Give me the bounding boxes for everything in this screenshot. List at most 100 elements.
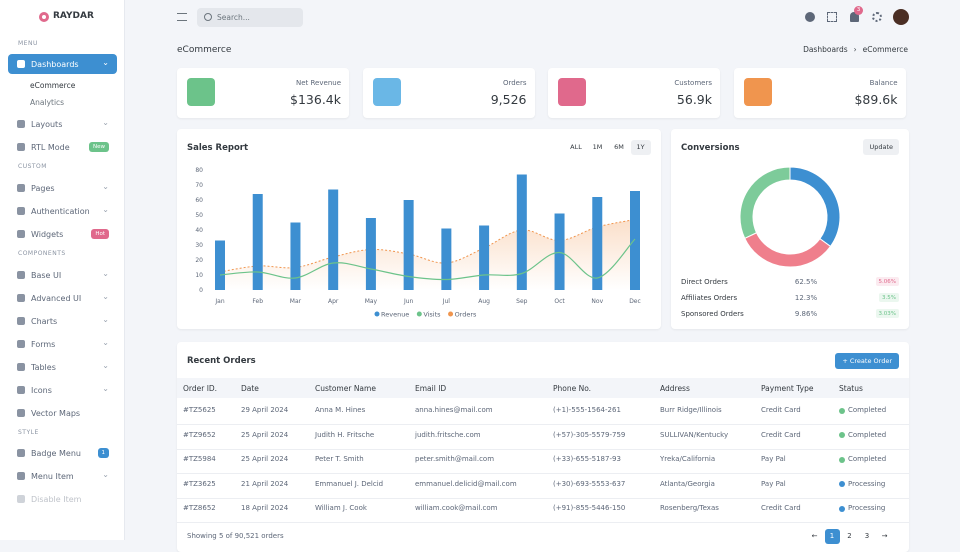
x-tick-label: Mar [290, 298, 302, 305]
menu-item[interactable]: Forms ⌄ [8, 334, 117, 354]
page-button[interactable]: ← [811, 532, 818, 540]
status-dot [839, 432, 845, 438]
menu-icon [17, 340, 25, 348]
stat-icon [187, 78, 215, 106]
menu-label: Icons [31, 385, 52, 395]
legend-marker [416, 311, 422, 317]
x-tick-label: Dec [629, 298, 641, 305]
table-cell: 18 April 2024 [241, 504, 289, 512]
status: Processing [848, 504, 886, 512]
table-cell: SULLIVAN/Kentucky [660, 430, 729, 439]
menu-icon [17, 230, 25, 238]
search-box[interactable]: Search... [197, 8, 303, 27]
menu-toggle[interactable] [177, 13, 187, 21]
row-divider [177, 448, 909, 450]
menu-item[interactable]: Widgets Hot [8, 224, 117, 244]
avatar[interactable] [893, 9, 909, 25]
menu-item[interactable]: Icons ⌄ [8, 380, 117, 400]
conversion-value: 12.3% [794, 294, 818, 302]
page-button[interactable]: 1 [824, 529, 840, 544]
range-button[interactable]: ALL [570, 143, 582, 151]
menu-icon [17, 409, 25, 417]
submenu-item[interactable]: Analytics [30, 98, 65, 107]
settings[interactable] [872, 12, 882, 22]
menu-item[interactable]: Dashboards ⌄ [8, 54, 117, 74]
theme-toggle[interactable] [805, 12, 815, 22]
section-label: MENU [18, 40, 38, 47]
menu-label: RTL Mode [31, 142, 70, 152]
x-tick-label: Jan [214, 298, 224, 305]
bar [290, 222, 301, 290]
menu-item[interactable]: Layouts ⌄ [8, 114, 117, 134]
table-cell: Pay Pal [761, 455, 786, 463]
menu-label: Advanced UI [31, 293, 82, 303]
sales-card: Sales Report ALL 1M 6M 1Y 0 10 20 30 40 50 60 70 80 J… [177, 129, 661, 329]
menu-icon [17, 472, 25, 480]
conversion-name: Direct Orders [681, 278, 728, 286]
menu-label: Vector Maps [31, 408, 81, 418]
status: Processing [848, 479, 886, 488]
table-cell: anna.hines@mail.com [415, 406, 493, 414]
fullscreen[interactable] [827, 12, 837, 22]
range-button[interactable]: 6M [614, 143, 624, 151]
page-button[interactable]: 2 [847, 532, 852, 540]
stat-card: Net Revenue $136.4k [177, 68, 349, 118]
conversion-value: 9.86% [794, 310, 818, 318]
menu-item[interactable]: Base UI ⌄ [8, 265, 117, 285]
status: Completed [848, 455, 887, 463]
menu-item[interactable]: Advanced UI ⌄ [8, 288, 117, 308]
y-tick-label: 40 [195, 227, 203, 234]
notifications[interactable] [850, 12, 859, 22]
section-label: STYLE [18, 429, 39, 436]
table-cell: #TZ5625 [183, 406, 216, 414]
menu-item[interactable]: Tables ⌄ [8, 357, 117, 377]
table-cell: william.cook@mail.com [415, 504, 498, 512]
bar [403, 200, 414, 290]
table-cell: Burr Ridge/Illinois [660, 406, 722, 414]
page-button[interactable]: → [881, 532, 888, 540]
menu-item[interactable]: Charts ⌄ [8, 311, 117, 331]
submenu-item[interactable]: eCommerce [30, 81, 76, 90]
stat-card: Orders 9,526 [362, 68, 535, 118]
range-button[interactable]: 1Y [630, 140, 651, 155]
menu-item[interactable]: Authentication ⌄ [8, 201, 117, 221]
logo-icon [39, 12, 49, 22]
menu-item[interactable]: Menu Item ⌄ [8, 466, 117, 486]
menu-icon [17, 363, 25, 371]
column-header: Customer Name [315, 384, 376, 393]
bar [479, 225, 490, 290]
area [220, 219, 635, 290]
menu-item[interactable]: Badge Menu 1 [8, 443, 117, 463]
breadcrumb: Dashboards › eCommerce [803, 45, 908, 54]
table-header [177, 378, 909, 398]
table-cell: Peter T. Smith [315, 455, 364, 463]
stat-value: $136.4k [290, 92, 341, 107]
row-divider [177, 473, 909, 474]
logo: RAYDAR [53, 11, 94, 21]
y-tick-label: 10 [195, 272, 203, 279]
legend-label: Visits [423, 311, 441, 319]
card-title: Conversions [681, 143, 740, 153]
bar [592, 197, 603, 290]
legend-marker [374, 311, 380, 317]
menu-item[interactable]: Vector Maps [8, 403, 117, 423]
conversion-change: 3.5% [879, 293, 899, 302]
create-order-button[interactable]: + Create Order [835, 353, 899, 369]
menu-item[interactable]: Pages ⌄ [8, 178, 117, 198]
menu-icon [17, 184, 25, 192]
legend-label: Revenue [381, 311, 409, 319]
table-cell: Yreka/California [660, 455, 716, 463]
bar [516, 174, 527, 290]
x-tick-label: Sep [516, 298, 528, 305]
sidebar: RAYDAR MENU Dashboards ⌄ eCommerce Analytics… [0, 0, 125, 540]
range-button[interactable]: 1M [592, 143, 603, 151]
chevron: ⌄ [102, 470, 109, 479]
breadcrumb-item[interactable]: Dashboards [803, 45, 848, 54]
menu-icon [17, 143, 25, 151]
menu-item[interactable]: RTL Mode New [8, 137, 117, 157]
chevron: ⌄ [102, 118, 109, 127]
page-button[interactable]: 3 [864, 532, 870, 540]
table-cell: Credit Card [761, 504, 801, 512]
donut-slice [744, 232, 832, 268]
update-button[interactable]: Update [863, 139, 899, 155]
